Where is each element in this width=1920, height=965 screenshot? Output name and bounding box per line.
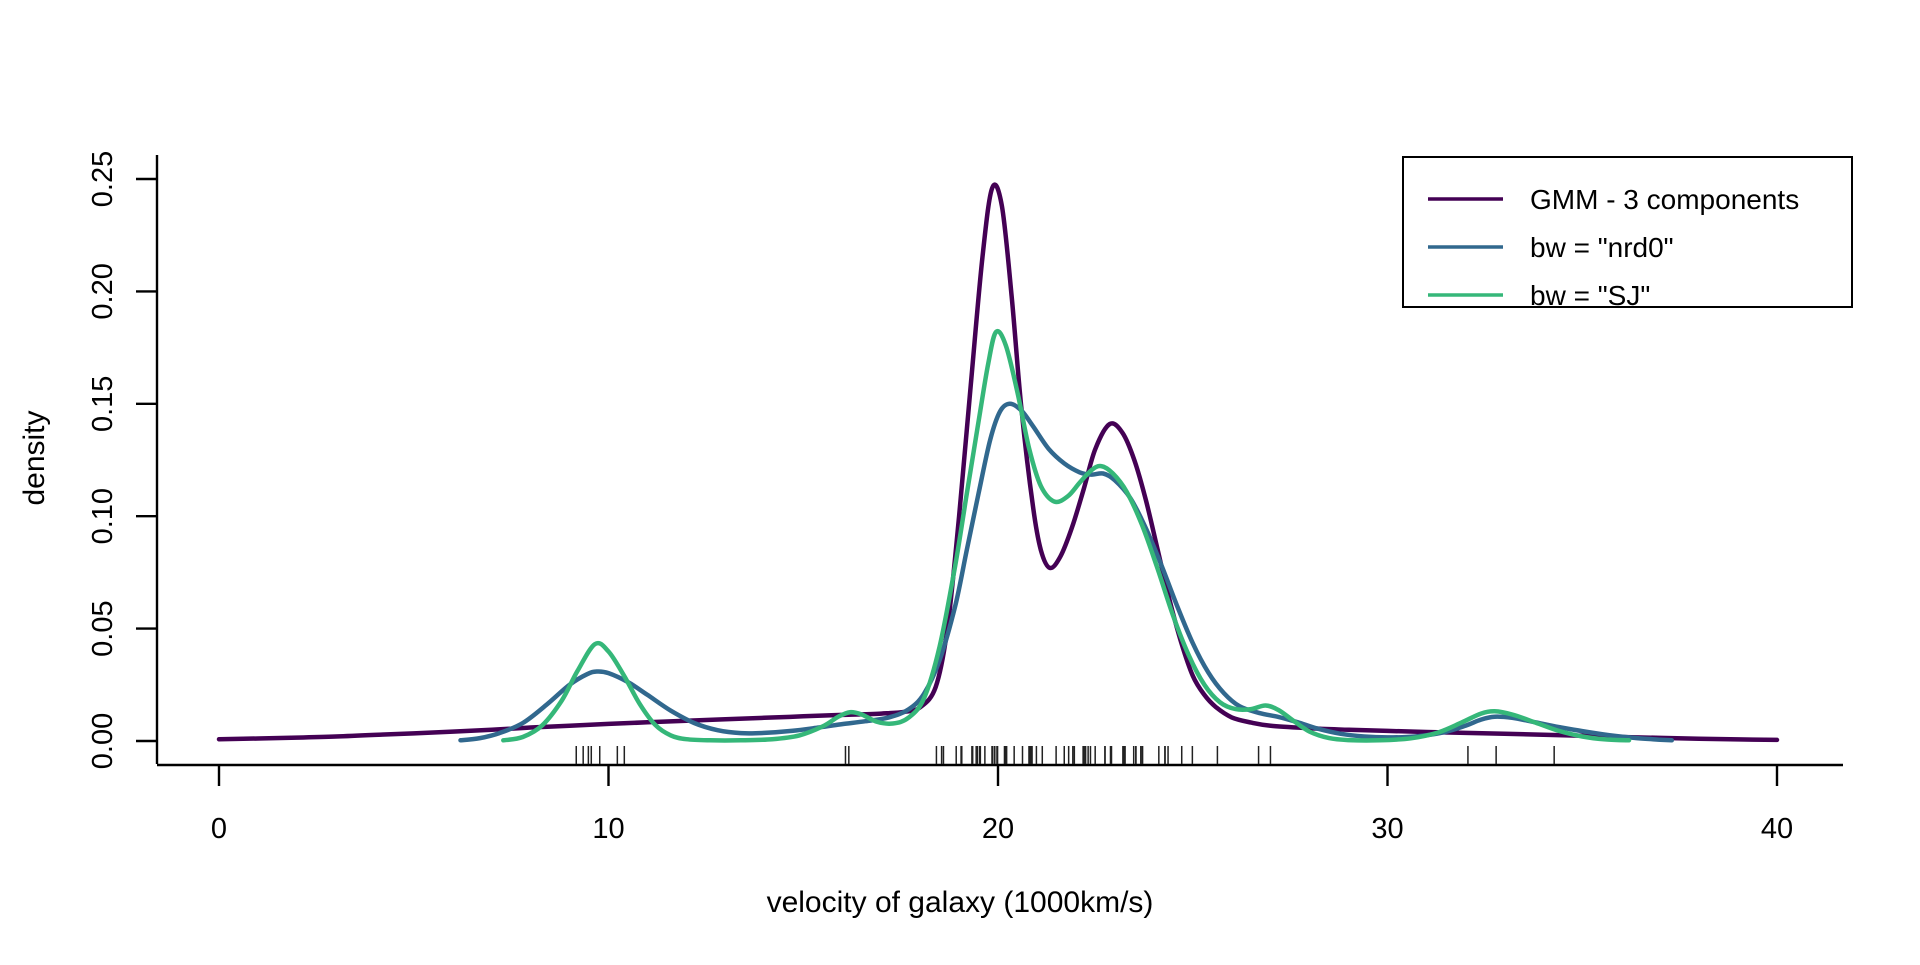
y-tick-label: 0.05: [87, 600, 119, 656]
density-curve-1: [458, 401, 1675, 743]
x-tick-label: 30: [1371, 813, 1403, 845]
legend-label-1: bw = "nrd0": [1530, 232, 1674, 263]
x-tick-label: 10: [592, 813, 624, 845]
y-tick-label: 0.20: [87, 263, 119, 319]
density-curve-0: [216, 182, 1780, 743]
y-tick-label: 0.10: [87, 488, 119, 544]
x-axis-ticks: 0 10 20 30 40: [211, 765, 1793, 845]
legend-label-0: GMM - 3 components: [1530, 184, 1799, 215]
y-tick-label: 0.25: [87, 151, 119, 207]
x-axis-title: velocity of galaxy (1000km/s): [767, 886, 1154, 919]
y-tick-label: 0.00: [87, 713, 119, 769]
y-axis-title: density: [18, 410, 51, 505]
legend-label-2: bw = "SJ": [1530, 280, 1650, 311]
density-curve-2: [501, 328, 1632, 743]
rug-marks: [575, 746, 1555, 764]
y-tick-label: 0.15: [87, 376, 119, 432]
x-tick-label: 0: [211, 813, 227, 845]
legend: GMM - 3 components bw = "nrd0" bw = "SJ": [1402, 156, 1853, 311]
density-curves: [216, 182, 1780, 743]
x-tick-label: 20: [982, 813, 1014, 845]
y-axis-ticks: 0.00 0.05 0.10 0.15 0.20 0.25: [87, 151, 157, 769]
legend-box: [1402, 156, 1853, 308]
x-tick-label: 40: [1761, 813, 1793, 845]
